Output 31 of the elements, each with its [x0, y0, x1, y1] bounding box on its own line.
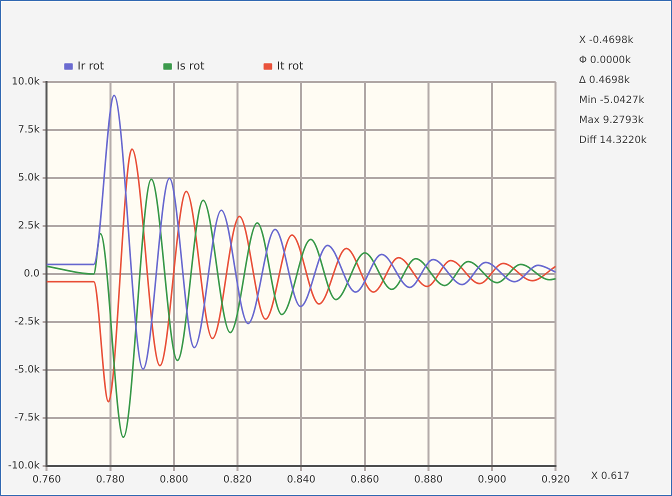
text: Δ 0.4698k: [579, 74, 631, 88]
text: X -0.4698k: [579, 34, 634, 48]
y-tick-label: 0.0: [24, 268, 40, 280]
x-tick-label: 0.880: [414, 474, 443, 486]
y-tick-label: -10.0k: [8, 460, 40, 472]
x-tick-label: 0.860: [350, 474, 380, 486]
text: Diff 14.3220k: [579, 134, 647, 148]
legend-label: Ir rot: [78, 59, 105, 72]
x-tick-label: 0.800: [160, 474, 188, 486]
x-tick-label: 0.840: [286, 474, 316, 486]
line-series: [46, 178, 556, 438]
legend-label: Is rot: [176, 59, 206, 72]
y-tick-label: 10.0k: [12, 76, 40, 88]
y-tick-label: -5.0k: [14, 364, 40, 376]
x-tick-label: 0.760: [32, 474, 61, 486]
text: X 0.617: [591, 471, 630, 482]
x-tick-label: 0.780: [96, 474, 125, 486]
x-tick-label: 0.820: [223, 474, 252, 486]
line-series: [46, 148, 556, 402]
x-tick-label: 0.920: [541, 474, 570, 486]
y-tick-label: 2.5k: [18, 220, 40, 232]
text: Φ 0.0000k: [579, 54, 632, 68]
y-tick-label: 7.5k: [18, 124, 40, 136]
y-tick-label: -7.5k: [14, 412, 40, 424]
y-tick-label: 5.0k: [18, 172, 40, 184]
text: Min -5.0427k: [579, 94, 646, 108]
line-series: [46, 94, 556, 370]
legend-label: It rot: [276, 59, 304, 72]
y-tick-label: -2.5k: [14, 316, 40, 328]
x-tick-label: 0.900: [478, 474, 506, 486]
text: Max 9.2793k: [579, 114, 645, 128]
